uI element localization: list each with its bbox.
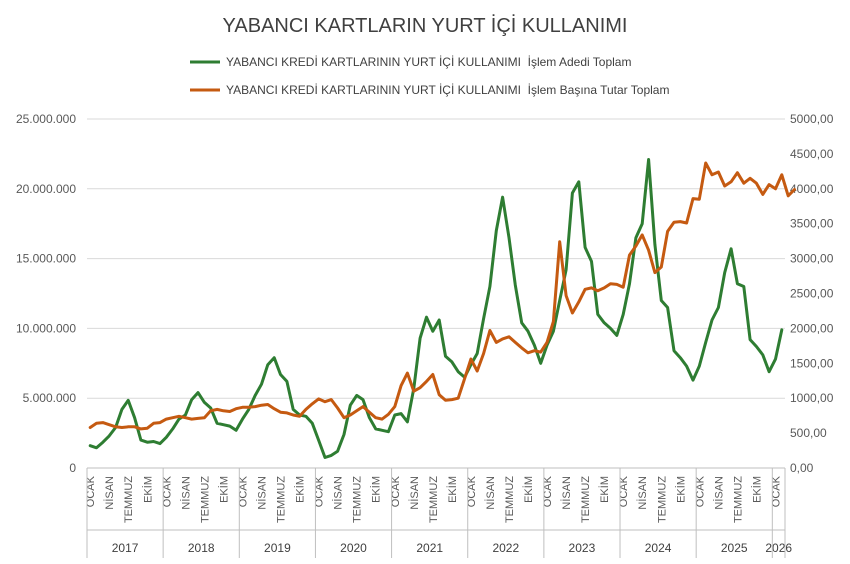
x-month-label: OCAK (161, 475, 173, 507)
legend-label-count: YABANCI KREDİ KARTLARININ YURT İÇİ KULLA… (226, 55, 631, 69)
x-year-label: 2024 (645, 541, 672, 555)
x-month-label: OCAK (85, 475, 97, 507)
x-month-label: NİSAN (179, 476, 192, 510)
x-month-label: EKİM (598, 476, 611, 503)
x-month-label: EKİM (370, 476, 383, 503)
x-month-label: EKİM (217, 476, 230, 503)
x-month-label: TEMMUZ (123, 476, 135, 523)
x-month-label: OCAK (618, 475, 630, 507)
x-year-label: 2023 (569, 541, 596, 555)
x-month-label: TEMMUZ (428, 476, 440, 523)
x-month-label: NİSAN (484, 476, 497, 510)
x-month-label: NİSAN (712, 476, 725, 510)
x-month-label: TEMMUZ (656, 476, 668, 523)
chart-title: YABANCI KARTLARIN YURT İÇİ KULLANIMI (223, 14, 628, 37)
x-month-label: TEMMUZ (352, 476, 364, 523)
x-month-label: OCAK (542, 475, 554, 507)
x-year-label: 2018 (188, 541, 215, 555)
x-month-label: EKİM (446, 476, 459, 503)
x-month-label: NİSAN (332, 476, 345, 510)
x-month-label: NİSAN (636, 476, 649, 510)
x-month-label: TEMMUZ (504, 476, 516, 523)
x-month-label: OCAK (694, 475, 706, 507)
x-month-label: EKİM (294, 476, 307, 503)
legend: YABANCI KREDİ KARTLARININ YURT İÇİ KULLA… (190, 55, 669, 97)
legend-item-count[interactable]: YABANCI KREDİ KARTLARININ YURT İÇİ KULLA… (190, 55, 631, 69)
right-tick-label: 1000,00 (790, 391, 834, 405)
right-tick-label: 2000,00 (790, 321, 834, 335)
x-month-label: OCAK (771, 475, 783, 507)
x-month-label: EKİM (750, 476, 763, 503)
right-tick-label: 5000,00 (790, 112, 834, 126)
left-tick-label: 5.000.000 (23, 391, 77, 405)
x-month-label: TEMMUZ (199, 476, 211, 523)
left-tick-label: 10.000.000 (16, 321, 76, 335)
x-month-label: TEMMUZ (580, 476, 592, 523)
x-month-label: NİSAN (256, 476, 269, 510)
x-month-label: OCAK (314, 475, 326, 507)
x-year-label: 2019 (264, 541, 291, 555)
left-tick-label: 0 (69, 461, 76, 475)
right-axis: 0,00 500,00 1000,00 1500,00 2000,00 2500,00 30… (790, 112, 834, 475)
x-year-label: 2021 (416, 541, 443, 555)
right-tick-label: 4000,00 (790, 182, 834, 196)
x-month-label: EKİM (141, 476, 154, 503)
x-month-label: OCAK (390, 475, 402, 507)
x-month-label: NİSAN (103, 476, 116, 510)
left-tick-label: 25.000.000 (16, 112, 76, 126)
legend-item-amount[interactable]: YABANCI KREDİ KARTLARININ YURT İÇİ KULLA… (190, 83, 669, 97)
left-tick-label: 15.000.000 (16, 252, 76, 266)
right-tick-label: 3500,00 (790, 217, 834, 231)
x-year-label: 2025 (721, 541, 748, 555)
x-month-label: TEMMUZ (732, 476, 744, 523)
x-month-label: EKİM (674, 476, 687, 503)
x-year-label: 2022 (492, 541, 519, 555)
x-year-label: 2020 (340, 541, 367, 555)
right-tick-label: 500,00 (790, 426, 827, 440)
right-tick-label: 2500,00 (790, 287, 834, 301)
series-line-count (88, 158, 784, 459)
gridlines (87, 118, 785, 469)
right-tick-label: 3000,00 (790, 252, 834, 266)
right-tick-label: 1500,00 (790, 356, 834, 370)
left-tick-label: 20.000.000 (16, 182, 76, 196)
x-month-label: NİSAN (408, 476, 421, 510)
x-month-label: OCAK (466, 475, 478, 507)
x-month-label: TEMMUZ (276, 476, 288, 523)
x-year-label: 2026 (765, 541, 792, 555)
x-month-label: OCAK (238, 475, 250, 507)
right-tick-label: 0,00 (790, 461, 814, 475)
x-year-label: 2017 (112, 541, 139, 555)
x-month-label: EKİM (522, 476, 535, 503)
right-tick-label: 4500,00 (790, 147, 834, 161)
series-line-amount (88, 161, 796, 431)
x-month-label: NİSAN (560, 476, 573, 510)
plot-area (88, 158, 796, 459)
left-axis: 0 5.000.000 10.000.000 15.000.000 20.000.000… (16, 112, 76, 475)
x-axis: OCAK NİSAN TEMMUZ EKİM 2017 OCAK NİSAN TEMMUZ EK… (85, 467, 792, 558)
legend-label-amount: YABANCI KREDİ KARTLARININ YURT İÇİ KULLA… (226, 83, 669, 97)
